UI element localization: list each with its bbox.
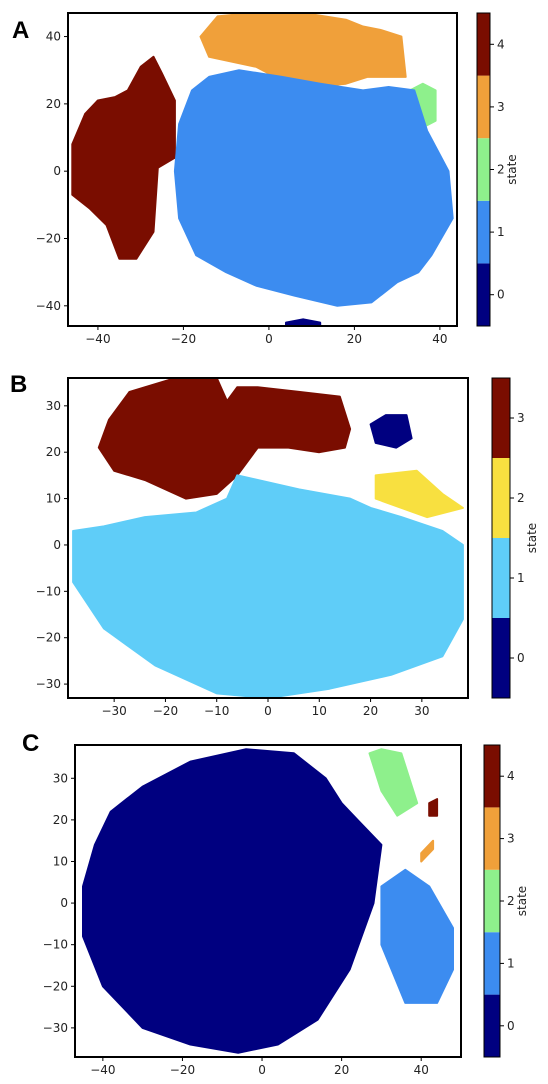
colorbar-tick-label: 2 <box>507 894 515 908</box>
colorbar-segment-0 <box>477 263 490 326</box>
colorbar-label: state <box>515 886 529 916</box>
y-tick-label: −30 <box>43 1021 68 1035</box>
state-3-cluster <box>97 378 352 500</box>
colorbar-frame <box>483 744 501 1058</box>
x-tick-label: 20 <box>334 1063 349 1077</box>
y-tick-label: 20 <box>46 97 61 111</box>
colorbar-tick-label: 0 <box>517 651 525 665</box>
x-tick-label: −10 <box>204 704 229 718</box>
colorbar-segment-3 <box>477 75 490 139</box>
colorbar-frame <box>491 377 511 699</box>
y-tick-label: −20 <box>43 979 68 993</box>
x-tick-label: −30 <box>101 704 126 718</box>
plot-frame <box>67 12 458 327</box>
y-tick-label: 20 <box>53 813 68 827</box>
regions <box>71 13 454 326</box>
state-1-cluster <box>380 868 454 1004</box>
panel-c: C −40 −20 0 20 40 −30 −20 −10 0 10 20 30 0 1 2 3 4 state <box>22 730 529 1077</box>
colorbar-tick-label: 3 <box>507 832 515 846</box>
state-0-cluster <box>82 748 383 1054</box>
colorbar-segment-0 <box>484 994 500 1057</box>
x-tick-label: 20 <box>347 332 362 346</box>
x-tick-label: −20 <box>153 704 178 718</box>
regions <box>82 748 454 1054</box>
colorbar-segment-2 <box>477 138 490 201</box>
y-tick-label: −10 <box>36 584 61 598</box>
y-tick-label: 10 <box>53 854 68 868</box>
colorbar-segment-4 <box>477 13 490 76</box>
plot-frame <box>74 744 462 1058</box>
y-tick-label: 20 <box>46 445 61 459</box>
state-1-cluster <box>72 474 464 698</box>
x-tick-label: −40 <box>85 332 110 346</box>
y-tick-label: 40 <box>46 30 61 44</box>
y-tick-label: −40 <box>36 299 61 313</box>
colorbar-segment-1 <box>477 200 490 264</box>
colorbar-segment-3 <box>484 807 500 870</box>
panel-letter: A <box>12 17 29 44</box>
colorbar-segment-2 <box>492 458 510 538</box>
colorbar-segment-1 <box>492 538 510 618</box>
state-4-cluster <box>428 798 439 817</box>
colorbar-tick-label: 3 <box>517 411 525 425</box>
state-0-cluster <box>369 414 413 449</box>
state-4-cluster <box>71 55 176 260</box>
x-tick-label: 40 <box>414 1063 429 1077</box>
colorbar-tick-label: 4 <box>507 769 515 783</box>
x-tick-label: 30 <box>414 704 429 718</box>
colorbar-tick-label: 1 <box>507 956 515 970</box>
colorbar-tick-label: 3 <box>497 100 505 114</box>
colorbar-label: state <box>505 154 519 184</box>
colorbar-tick-label: 2 <box>497 163 505 177</box>
colorbar-frame <box>476 12 491 327</box>
state-1-cluster <box>173 69 454 307</box>
state-2-cluster <box>368 748 419 817</box>
y-tick-label: −10 <box>43 938 68 952</box>
x-tick-label: 0 <box>264 704 272 718</box>
x-tick-label: −20 <box>170 1063 195 1077</box>
panel-letter: C <box>22 730 39 757</box>
colorbar-segment-1 <box>484 932 500 995</box>
y-tick-label: −30 <box>36 677 61 691</box>
colorbar-segment-0 <box>492 618 510 698</box>
x-tick-label: −40 <box>90 1063 115 1077</box>
y-tick-label: −20 <box>36 231 61 245</box>
colorbar-tick-label: 0 <box>507 1019 515 1033</box>
panel-b: B −30 −20 −10 0 10 20 30 −30 −20 −10 0 10 20 30 0 1 2 3 sta… <box>10 371 539 718</box>
panel-a: A −40 −20 0 20 40 −40 −20 0 20 40 0 1 2 3 4 state <box>12 12 519 346</box>
colorbar-tick-label: 4 <box>497 37 505 51</box>
y-tick-label: 0 <box>53 164 61 178</box>
state-3-cluster <box>199 13 407 88</box>
y-tick-label: 0 <box>60 896 68 910</box>
colorbar-segment-3 <box>492 378 510 458</box>
colorbar-segment-2 <box>484 869 500 933</box>
state-2-cluster <box>374 469 464 519</box>
regions <box>72 378 464 698</box>
y-tick-label: 30 <box>53 771 68 785</box>
state-0-cluster <box>285 318 322 326</box>
colorbar-tick-label: 1 <box>517 571 525 585</box>
x-tick-label: 20 <box>363 704 378 718</box>
x-tick-label: −20 <box>171 332 196 346</box>
x-tick-label: 0 <box>265 332 273 346</box>
y-tick-label: −20 <box>36 631 61 645</box>
colorbar-label: state <box>525 523 539 553</box>
y-tick-label: 10 <box>46 492 61 506</box>
colorbar-segment-4 <box>484 745 500 808</box>
x-tick-label: 10 <box>312 704 327 718</box>
y-tick-label: 0 <box>53 538 61 552</box>
colorbar-tick-label: 0 <box>497 288 505 302</box>
colorbar-tick-label: 2 <box>517 491 525 505</box>
panel-letter: B <box>10 371 27 398</box>
x-tick-label: 0 <box>258 1063 266 1077</box>
y-tick-label: 30 <box>46 399 61 413</box>
colorbar-tick-label: 1 <box>497 225 505 239</box>
x-tick-label: 40 <box>432 332 447 346</box>
state-3-cluster <box>420 839 435 863</box>
